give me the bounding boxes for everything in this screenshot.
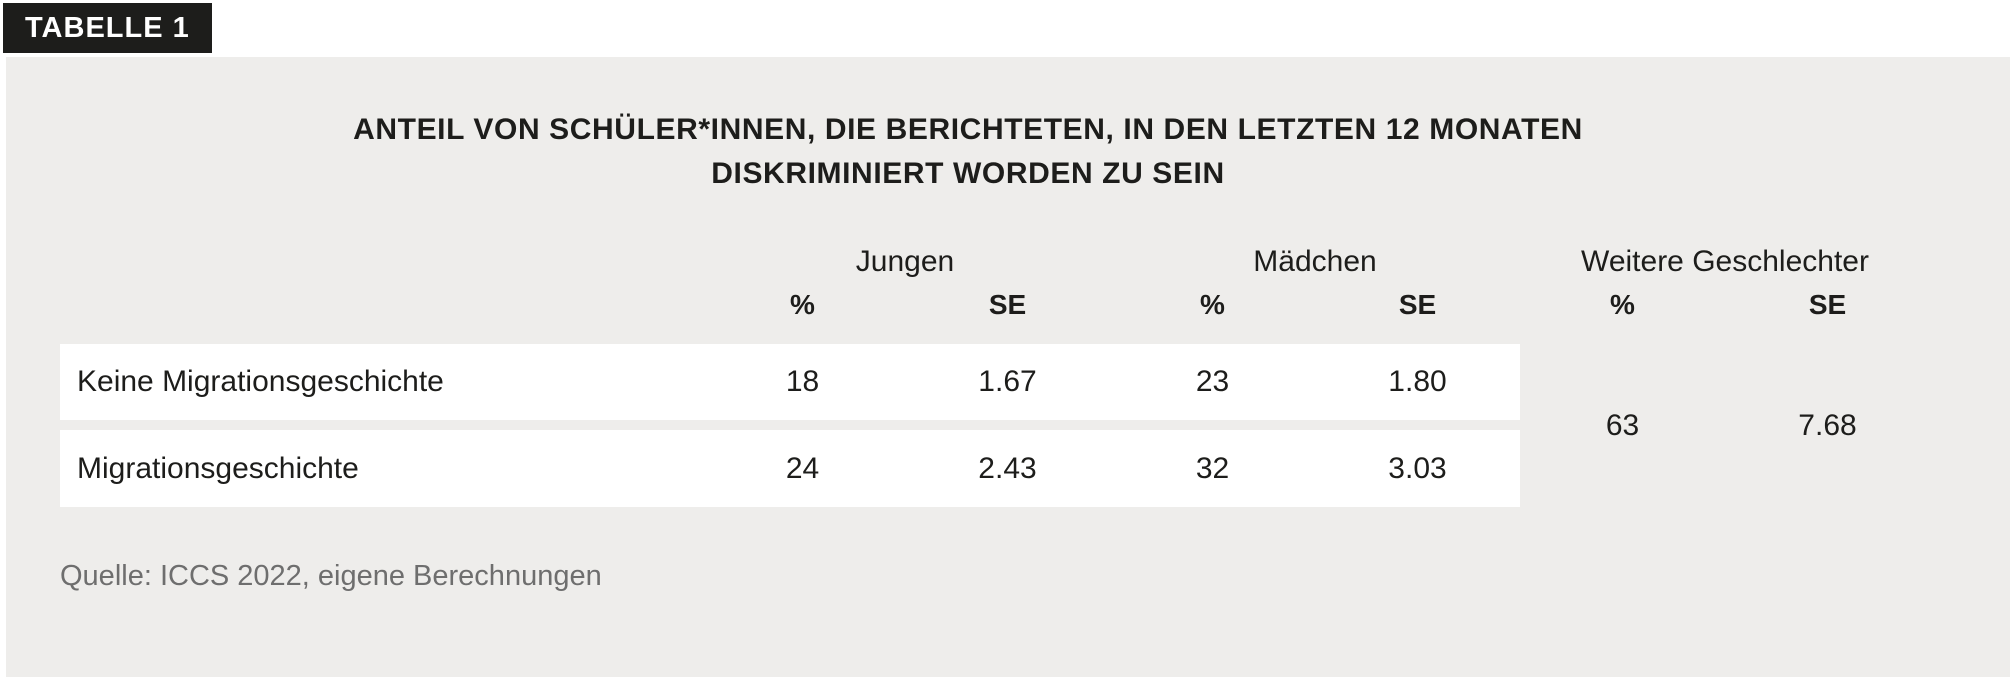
source-note: Quelle: ICCS 2022, eigene Berechnungen <box>60 560 602 592</box>
value-row2-maedchen-pct: 32 <box>1110 430 1315 507</box>
subheader-maedchen-se: SE <box>1398 289 1437 320</box>
column-group-jungen: Jungen <box>855 245 955 278</box>
subheader-jungen-pct: % <box>790 289 815 320</box>
value-row1-jungen-pct: 18 <box>700 344 905 420</box>
row-label-migrationsgeschichte: Migrationsgeschichte <box>60 430 700 507</box>
column-group-weitere-geschlechter: Weitere Geschlechter <box>1581 245 1869 278</box>
value-weitere-pct-merged: 63 <box>1605 408 1640 442</box>
subheader-maedchen-pct: % <box>1200 289 1225 320</box>
value-weitere-se-merged: 7.68 <box>1798 408 1857 442</box>
table-title: ANTEIL VON SCHÜLER*INNEN, DIE BERICHTETE… <box>6 108 1930 196</box>
table-panel: ANTEIL VON SCHÜLER*INNEN, DIE BERICHTETE… <box>6 57 2010 677</box>
value-row2-jungen-pct: 24 <box>700 430 905 507</box>
table-number-badge: TABELLE 1 <box>3 3 212 53</box>
data-table: Jungen Mädchen Weitere Geschlechter % SE… <box>60 240 1930 507</box>
row-label-keine-migrationsgeschichte: Keine Migrationsgeschichte <box>60 344 700 420</box>
value-row2-maedchen-se: 3.03 <box>1315 430 1520 507</box>
value-row1-jungen-se: 1.67 <box>905 344 1110 420</box>
column-group-maedchen: Mädchen <box>1253 245 1377 278</box>
value-row2-jungen-se: 2.43 <box>905 430 1110 507</box>
table-title-line1: ANTEIL VON SCHÜLER*INNEN, DIE BERICHTETE… <box>353 113 1583 146</box>
table-title-line2: DISKRIMINIERT WORDEN ZU SEIN <box>711 157 1225 190</box>
value-row1-maedchen-se: 1.80 <box>1315 344 1520 420</box>
subheader-weitere-pct: % <box>1610 289 1635 320</box>
value-row1-maedchen-pct: 23 <box>1110 344 1315 420</box>
subheader-jungen-se: SE <box>988 289 1027 320</box>
subheader-weitere-se: SE <box>1808 289 1847 320</box>
